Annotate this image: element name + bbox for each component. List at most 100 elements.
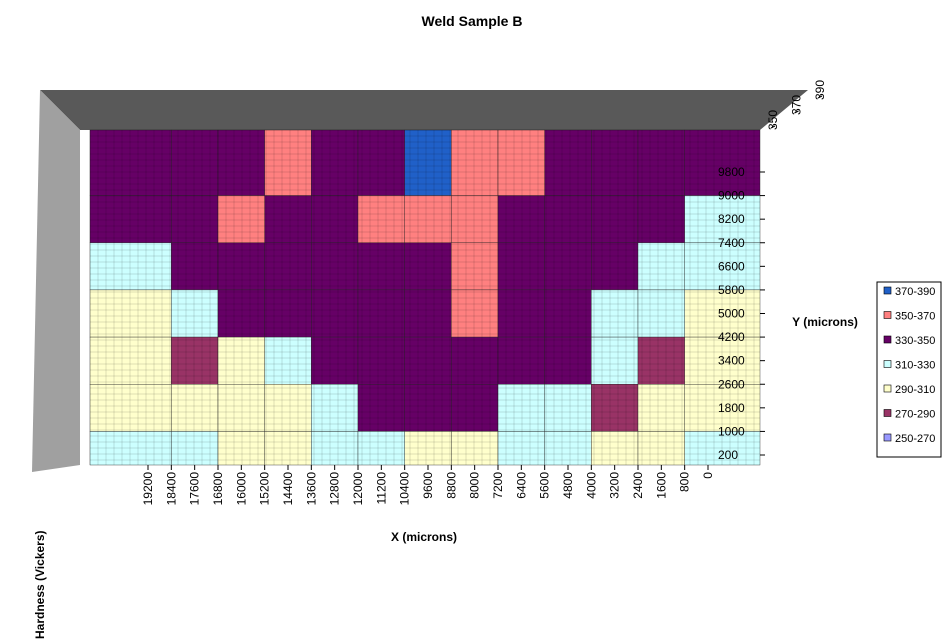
surface-cell: [591, 129, 639, 196]
x-tick-label: 16000: [234, 472, 248, 506]
surface-cell: [89, 195, 172, 243]
surface-cell: [497, 195, 545, 243]
surface-cell: [497, 431, 545, 466]
surface-cell: [217, 289, 265, 338]
x-tick-label: 17600: [188, 472, 202, 506]
surface-cell: [684, 384, 761, 432]
surface-cell: [264, 129, 312, 196]
z-tick-label: 350: [766, 110, 780, 130]
x-tick-label: 4800: [561, 472, 575, 499]
x-tick-label: 18400: [164, 472, 178, 506]
surface-cell: [357, 129, 405, 196]
surface-cell: [451, 384, 499, 432]
surface-cell: [404, 195, 452, 243]
surface-cell: [311, 384, 359, 432]
surface-cell: [404, 431, 452, 466]
surface-cell: [637, 195, 685, 243]
surface-cell: [497, 289, 545, 338]
x-tick-label: 8000: [468, 472, 482, 499]
surface-cell: [357, 195, 405, 243]
surface-cell: [637, 242, 685, 291]
legend-swatch: [883, 335, 892, 344]
x-tick-label: 7200: [491, 472, 505, 499]
surface-cell: [217, 431, 265, 466]
surface-cell: [684, 242, 761, 291]
x-tick-label: 4000: [584, 472, 598, 499]
x-tick-label: 13600: [304, 472, 318, 506]
surface-cell: [684, 336, 761, 385]
x-tick-label: 14400: [281, 472, 295, 506]
surface-cell: [591, 384, 639, 432]
x-tick-label: 15200: [258, 472, 272, 506]
surface-cell: [404, 129, 452, 196]
surface-cell: [311, 431, 359, 466]
surface-cell: [451, 195, 499, 243]
surface-cell: [311, 336, 359, 385]
back-wall: [40, 90, 808, 130]
x-tick-label: 800: [678, 472, 692, 492]
surface-cell: [311, 289, 359, 338]
surface-cell: [544, 336, 592, 385]
z-tick: [817, 95, 823, 99]
legend: [876, 281, 942, 458]
surface-cell: [591, 289, 639, 338]
surface-cell: [264, 336, 312, 385]
surface-cell: [591, 336, 639, 385]
surface-cell: [357, 289, 405, 338]
x-tick-label: 16800: [211, 472, 225, 506]
y-axis-title: Y (microns): [792, 315, 858, 329]
surface-cell: [171, 384, 219, 432]
surface-cell: [89, 336, 172, 385]
surface-cell: [264, 289, 312, 338]
surface-cell: [357, 336, 405, 385]
surface-cell: [357, 384, 405, 432]
surface-cell: [171, 195, 219, 243]
surface-cell: [637, 336, 685, 385]
surface-cell: [264, 384, 312, 432]
surface-cell: [637, 384, 685, 432]
legend-label: 330-350: [895, 335, 935, 347]
y-tick-label: 9000: [718, 189, 745, 203]
z-axis-title: Hardness (Vickers): [33, 530, 47, 639]
surface-cell: [637, 129, 685, 196]
legend-swatch: [883, 384, 892, 393]
legend-label: 310-330: [895, 360, 935, 372]
y-tick-label: 2600: [718, 377, 745, 391]
side-wall: [32, 90, 80, 472]
x-tick-label: 10400: [398, 472, 412, 506]
surface-cell: [544, 384, 592, 432]
surface-cell: [591, 431, 639, 466]
surface-cell: [217, 129, 265, 196]
legend-swatch: [883, 409, 892, 417]
y-tick-label: 1800: [718, 401, 745, 415]
surface-cell: [89, 384, 172, 432]
z-tick-label: 390: [813, 80, 827, 100]
y-tick-label: 3400: [718, 354, 745, 368]
x-tick-label: 12800: [328, 472, 342, 506]
y-tick-label: 6600: [718, 259, 745, 273]
surface-cell: [404, 289, 452, 338]
surface-cell: [497, 384, 545, 432]
surface-cell: [451, 242, 499, 291]
x-tick-label: 9600: [421, 472, 435, 499]
surface-cell: [544, 242, 592, 291]
surface-cell: [89, 431, 172, 466]
surface-cell: [591, 242, 639, 291]
surface-cell: [684, 195, 761, 243]
surface-cell: [497, 336, 545, 385]
surface-cell: [89, 242, 172, 291]
z-tick: [794, 110, 799, 114]
surface-cell: [171, 242, 219, 291]
surface-cell: [311, 129, 359, 196]
surface-cell: [171, 129, 219, 196]
surface-cell: [451, 336, 499, 385]
surface-cell: [637, 289, 685, 338]
x-tick-label: 0: [701, 472, 715, 479]
x-tick-label: 12000: [351, 472, 365, 506]
legend-swatch: [883, 360, 892, 368]
chart-title: Weld Sample B: [422, 13, 523, 29]
surface-cell: [264, 431, 312, 466]
y-tick-label: 8200: [718, 212, 745, 226]
x-tick-label: 1600: [654, 472, 668, 499]
